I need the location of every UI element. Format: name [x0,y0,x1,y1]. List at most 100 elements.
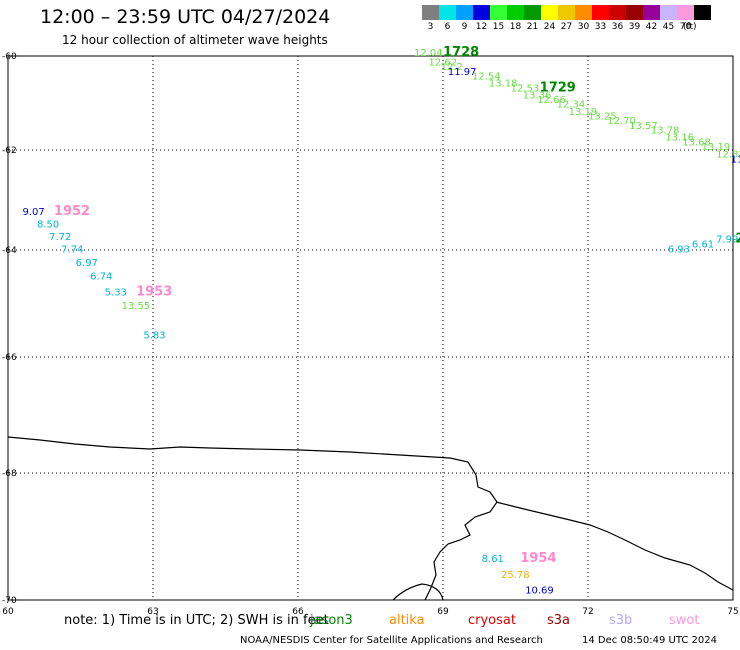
wave-height-label: 11.22 [731,155,740,166]
track-time-label: 1728 [443,45,479,60]
colorbar-swatch [626,5,643,20]
wave-height-label: 12.70 [607,116,636,127]
wave-height-label: 8.50 [37,220,59,231]
colorbar-tick-label: 70 [679,22,692,32]
wave-height-label: 6.93 [668,245,690,256]
wave-height-label: 6.61 [692,240,714,251]
wave-height-label: 5.83 [143,330,165,341]
wave-height-label: 12.04 [414,48,443,59]
colorbar-swatch [575,5,592,20]
colorbar-tick-label: 3 [427,22,434,32]
track-time-label: 1953 [136,284,172,299]
colorbar-tick-label: 33 [594,22,607,32]
colorbar-tick-label: 9 [461,22,468,32]
generation-timestamp: 14 Dec 08:50:49 UTC 2024 [582,635,717,646]
map-frame [7,55,734,601]
wave-height-label: 12.53 [511,83,540,94]
wave-height-label: 7.74 [61,245,83,256]
colorbar-tick-label: 39 [628,22,641,32]
wave-height-label: 13.55 [122,301,151,312]
satellite-legend-s3a: s3a [547,613,571,628]
wave-height-label: 13.36 [523,90,552,101]
wave-height-label: 7.99 [716,235,738,246]
wave-height-label: 13.16 [665,133,694,144]
wave-height-label: 6.97 [76,258,98,269]
colorbar-swatch [473,5,490,20]
latitude-tick-label: -68 [2,469,17,479]
wave-height-label: 12.62 [429,57,458,68]
colorbar-tick-label: 24 [543,22,556,32]
colorbar-unit: (ft) [683,22,697,32]
map-subtitle: 12 hour collection of altimeter wave hei… [62,33,328,47]
colorbar-swatch [643,5,660,20]
longitude-tick-label: 75 [727,607,738,617]
colorbar-tick-label: 27 [560,22,573,32]
colorbar-tick-label: 15 [492,22,505,32]
latitude-tick-label: -62 [2,146,17,156]
wave-height-label: 13.19 [569,107,598,118]
satellite-legend-jason3: jason3 [310,613,353,628]
colorbar-swatch [694,5,711,20]
colorbar-tick-label: 18 [509,22,522,32]
longitude-tick-label: 72 [582,607,593,617]
coastline-east [495,501,734,591]
colorbar-tick-label: 6 [444,22,451,32]
wave-height-label: 13.68 [682,137,711,148]
colorbar-tick-label: 21 [526,22,539,32]
wave-height-label: 13.25 [588,111,617,122]
colorbar-tick-label: 30 [577,22,590,32]
wave-height-label: 12.54 [472,72,501,83]
colorbar-swatch [558,5,575,20]
colorbar-swatch [609,5,626,20]
track-time-label: 1729 [540,80,576,95]
colorbar-swatch [490,5,507,20]
wave-height-label: 10.69 [525,586,554,597]
wave-height-label: 7.72 [49,232,71,243]
footnote: note: 1) Time is in UTC; 2) SWH is in fe… [64,613,329,628]
colorbar-swatch [507,5,524,20]
colorbar-tick-label: 45 [662,22,675,32]
satellite-legend-altika: altika [389,613,425,628]
wave-height-label: 8.61 [482,554,504,565]
wave-height-label: 13.57 [629,121,658,132]
wave-height-label: 13.78 [651,126,680,137]
satellite-legend-cryosat: cryosat [468,613,516,628]
wave-height-label: 11.97 [448,67,477,78]
track-time-label: 1954 [520,551,556,566]
track-time-label: 2 [735,232,740,247]
colorbar-swatch [439,5,456,20]
colorbar-swatch [592,5,609,20]
longitude-tick-label: 60 [2,607,14,617]
wave-height-label: 13.19 [702,142,731,153]
wave-height-label: 25.78 [501,570,530,581]
wave-height-label: 12.66 [537,95,566,106]
longitude-tick-label: 63 [147,607,158,617]
wave-height-label: 13.18 [489,79,518,90]
longitude-tick-label: 66 [292,607,304,617]
colorbar-swatch [660,5,677,20]
colorbar-tick-label: 12 [475,22,488,32]
wave-height-label: 5.33 [105,287,127,298]
credit-line: NOAA/NESDIS Center for Satellite Applica… [240,635,543,646]
colorbar-swatch [422,5,439,20]
latitude-tick-label: -66 [2,353,17,363]
track-time-label: 1952 [54,204,90,219]
coastline [7,436,498,601]
coastline-inlet [392,583,444,601]
colorbar-tick-label: 42 [645,22,658,32]
colorbar-swatch [677,5,694,20]
longitude-tick-label: 69 [437,607,449,617]
colorbar-swatch [456,5,473,20]
latitude-tick-label: -70 [2,596,17,606]
colorbar-swatch [541,5,558,20]
wave-height-label: 6.74 [90,271,112,282]
wave-height-label: 9.07 [23,207,45,218]
satellite-legend-s3b: s3b [609,613,633,628]
wave-height-label: 12.34 [557,100,586,111]
latitude-tick-label: -64 [2,246,17,256]
wave-height-label: 12.2 [441,62,463,73]
colorbar-tick-label: 36 [611,22,624,32]
map-title: 12:00 – 23:59 UTC 04/27/2024 [40,6,331,28]
satellite-legend-swot: swot [669,613,700,628]
latitude-tick-label: -60 [2,52,17,62]
